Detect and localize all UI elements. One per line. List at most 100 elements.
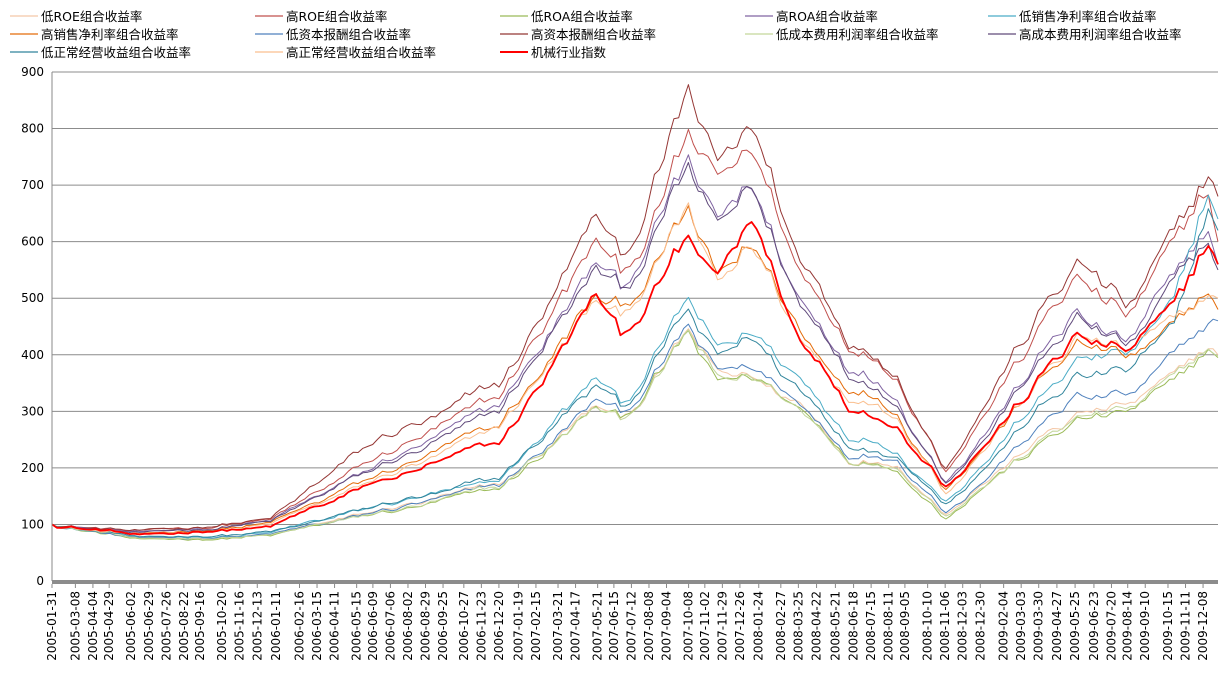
x-tick-label: 2007-03-21 [551, 591, 565, 661]
x-tick-label: 2009-04-27 [1050, 591, 1064, 661]
legend-label: 低成本费用利润率组合收益率 [776, 27, 939, 42]
x-tick-label: 2009-03-30 [1032, 591, 1046, 661]
x-tick-label: 2005-07-26 [159, 591, 173, 661]
x-tick-label: 2009-07-20 [1104, 591, 1118, 661]
y-tick-label: 200 [21, 461, 44, 475]
y-tick-label: 400 [21, 348, 44, 362]
series-line [51, 328, 1219, 540]
x-tick-label: 2008-06-18 [847, 591, 861, 661]
x-tick-label: 2009-10-15 [1161, 591, 1175, 661]
series-line [51, 329, 1219, 540]
x-tick-label: 2006-09-25 [436, 591, 450, 661]
y-tick-label: 900 [21, 65, 44, 79]
x-tick-label: 2005-10-20 [215, 591, 229, 661]
x-tick-label: 2007-02-15 [529, 591, 543, 661]
y-tick-label: 300 [21, 404, 44, 418]
x-tick-label: 2009-08-14 [1121, 591, 1135, 661]
y-tick-label: 700 [21, 178, 44, 192]
x-tick-label: 2008-11-06 [938, 591, 952, 661]
legend: 低ROE组合收益率 高ROE组合收益率 低ROA组合收益率 高ROA组合收益率 低销售净… [10, 9, 1182, 60]
legend-label: 低ROE组合收益率 [41, 9, 142, 24]
x-tick-label: 2005-06-02 [124, 591, 138, 661]
y-axis: 0 100 200 300 400 500 600 700 800 900 [21, 65, 53, 588]
x-tick-label: 2009-12-08 [1196, 591, 1210, 661]
series-line [51, 318, 1219, 540]
gridlines [52, 71, 1218, 525]
x-axis: 2005-01-31 2005-03-08 2005-04-04 2005-04-29… [45, 580, 1218, 661]
x-tick-label: 2008-10-10 [921, 591, 935, 661]
x-tick-label: 2009-06-23 [1087, 591, 1101, 661]
series-line [51, 162, 1219, 533]
legend-label: 高资本报酬组合收益率 [531, 27, 656, 42]
x-tick-label: 2006-07-06 [383, 591, 397, 661]
series-line [51, 208, 1219, 538]
x-tick-label: 2007-10-08 [682, 591, 696, 661]
y-tick-label: 600 [21, 235, 44, 249]
x-tick-label: 2005-09-16 [193, 591, 207, 661]
x-tick-label: 2009-09-10 [1138, 591, 1152, 661]
y-tick-label: 800 [21, 122, 44, 136]
x-tick-label: 2008-02-27 [774, 591, 788, 661]
x-tick-label: 2007-08-08 [642, 591, 656, 661]
x-tick-label: 2007-07-12 [624, 591, 638, 661]
x-tick-label: 2006-12-20 [492, 591, 506, 661]
x-tick-label: 2006-08-02 [401, 591, 415, 661]
x-tick-label: 2005-11-16 [233, 591, 247, 661]
x-tick-label: 2007-06-15 [607, 591, 621, 661]
x-tick-label: 2006-01-11 [269, 591, 283, 661]
y-tick-label: 0 [36, 574, 44, 588]
x-tick-label: 2007-12-26 [733, 591, 747, 661]
x-tick-label: 2008-04-22 [810, 591, 824, 661]
legend-label: 高销售净利率组合收益率 [41, 27, 179, 42]
legend-label: 低销售净利率组合收益率 [1019, 9, 1157, 24]
x-tick-label: 2005-04-04 [86, 591, 100, 661]
x-tick-label: 2008-12-03 [956, 591, 970, 661]
legend-label: 低资本报酬组合收益率 [286, 27, 411, 42]
x-tick-label: 2005-12-13 [250, 591, 264, 661]
x-tick-label: 2009-05-25 [1068, 591, 1082, 661]
x-tick-label: 2005-06-29 [142, 591, 156, 661]
x-tick-label: 2006-06-09 [366, 591, 380, 661]
x-tick-label: 2009-03-03 [1014, 591, 1028, 661]
series-lines [51, 84, 1219, 541]
legend-label: 高成本费用利润率组合收益率 [1019, 27, 1182, 42]
x-tick-label: 2008-07-15 [864, 591, 878, 661]
x-tick-label: 2005-01-31 [45, 591, 59, 661]
x-tick-label: 2005-04-29 [102, 591, 116, 661]
x-tick-label: 2005-03-08 [68, 591, 82, 661]
x-tick-label: 2008-03-25 [791, 591, 805, 661]
x-tick-label: 2006-08-29 [419, 591, 433, 661]
legend-label: 机械行业指数 [531, 45, 607, 60]
y-tick-label: 100 [21, 517, 44, 531]
x-tick-label: 2009-11-11 [1179, 591, 1193, 661]
series-line [51, 205, 1219, 535]
x-tick-label: 2005-08-22 [177, 591, 191, 661]
x-tick-label: 2009-02-04 [997, 591, 1011, 661]
x-tick-label: 2006-04-11 [328, 591, 342, 661]
x-tick-label: 2008-01-24 [752, 591, 766, 661]
series-line [51, 154, 1219, 533]
x-tick-label: 2007-09-04 [660, 591, 674, 661]
x-tick-label: 2008-09-05 [898, 591, 912, 661]
series-line [51, 128, 1219, 532]
x-tick-label: 2007-01-19 [511, 591, 525, 661]
legend-label: 高ROA组合收益率 [776, 9, 878, 24]
x-tick-label: 2006-05-15 [350, 591, 364, 661]
series-line [51, 202, 1219, 535]
x-tick-label: 2006-11-23 [474, 591, 488, 661]
x-tick-label: 2007-05-21 [591, 591, 605, 661]
x-tick-label: 2007-11-29 [715, 591, 729, 661]
series-line [51, 221, 1219, 536]
x-tick-label: 2007-11-02 [698, 591, 712, 661]
x-tick-label: 2008-12-30 [973, 591, 987, 661]
legend-label: 高正常经营收益组合收益率 [286, 45, 436, 60]
legend-label: 低正常经营收益组合收益率 [41, 45, 191, 60]
legend-label: 高ROE组合收益率 [286, 9, 387, 24]
x-tick-label: 2006-03-15 [310, 591, 324, 661]
series-line [51, 194, 1219, 539]
series-line [51, 84, 1219, 531]
x-tick-label: 2008-08-11 [882, 591, 896, 661]
x-tick-label: 2006-02-16 [292, 591, 306, 661]
